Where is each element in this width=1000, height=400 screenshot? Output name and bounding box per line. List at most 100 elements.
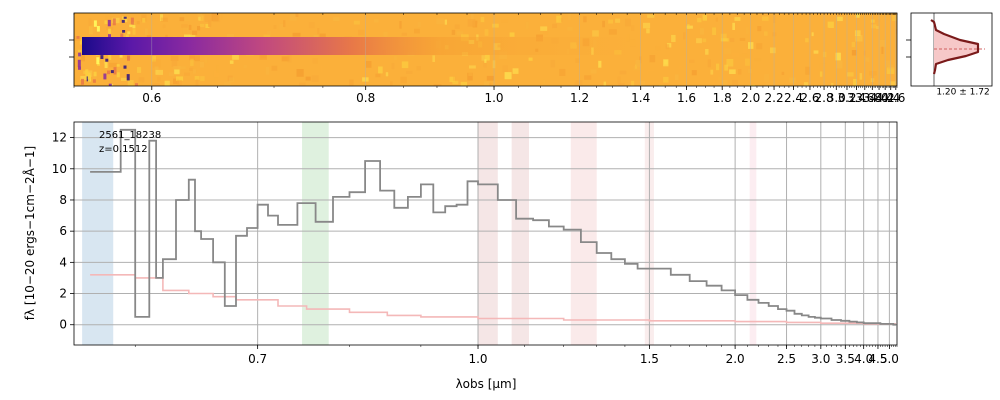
spectrum-2d-noise-cell <box>265 67 270 75</box>
spectrum-2d-noise-cell <box>494 30 497 35</box>
spectrum-2d-noise-cell <box>624 81 628 86</box>
spectrum-2d-noise-cell <box>895 29 897 35</box>
spectrum-2d-edge-cell <box>119 54 123 58</box>
spectrum-2d-noise-cell <box>486 75 494 81</box>
spectrum-2d-noise-cell <box>608 19 613 24</box>
spectrum-2d-noise-cell <box>170 55 179 61</box>
spectrum-2d-edge-cell <box>121 19 125 23</box>
spectrum-2d-edge-cell <box>130 17 134 25</box>
spectrum-2d-noise-cell <box>892 15 897 21</box>
spectrum-2d-noise-cell <box>639 56 642 64</box>
spectrum-2d-noise-cell <box>390 81 393 86</box>
spectrum-2d-noise-cell <box>74 48 79 52</box>
spectrum-2d-noise-cell <box>164 80 170 86</box>
spectrum-2d-edge-cell <box>108 33 111 38</box>
spectrum-2d-x-tick-label: 3.2 <box>837 91 856 105</box>
spectrum-2d-noise-cell <box>456 31 464 36</box>
spectrum-2d-edge-cell <box>116 64 120 67</box>
spectrum-2d-noise-cell <box>726 59 734 67</box>
spectrum-2d-noise-cell <box>732 52 740 57</box>
spectrum-2d-noise-cell <box>88 18 92 26</box>
spectrum-2d-noise-cell <box>163 28 171 35</box>
spectrum-2d-noise-cell <box>575 58 580 63</box>
spectrum-2d-noise-cell <box>295 13 299 17</box>
spectrum-2d-noise-cell <box>90 25 95 33</box>
spectrum-2d-edge-cell <box>77 59 81 68</box>
spectrum-2d-noise-cell <box>640 80 645 86</box>
spectrum-2d-noise-cell <box>394 55 397 61</box>
spectrum-1d-x-tick-label: 1.5 <box>640 352 659 366</box>
redshift-label: z=0.1512 <box>99 144 148 155</box>
spectrum-2d-noise-cell <box>483 62 487 68</box>
spectrum-2d-noise-cell <box>587 19 592 23</box>
spectrum-2d-noise-cell <box>756 43 763 50</box>
spectrum-2d-noise <box>74 13 897 86</box>
spectrum-2d-noise-cell <box>359 84 367 86</box>
spectrum-2d-noise-cell <box>399 21 402 29</box>
spectrum-2d-x-ticks: 0.6 0.8 1.0 1.2 1.4 1.6 1.8 2.0 2.2 2.42.62.83.03… <box>73 13 905 105</box>
spectrum-2d-noise-cell <box>391 62 395 70</box>
y-axis-label: fλ [10−20 ergs−1cm−2Å−1] <box>22 146 37 320</box>
spectrum-2d-noise-cell <box>827 21 834 28</box>
spectrum-2d-noise-cell <box>739 37 746 41</box>
spectrum-2d-noise-cell <box>696 38 702 44</box>
spectrum-2d-noise-cell <box>568 13 572 20</box>
error-spectrum-line <box>90 274 897 325</box>
spectrum-2d-noise-cell <box>822 51 827 58</box>
spectrum-2d-noise-cell <box>200 61 205 68</box>
emission-line-band <box>511 122 529 345</box>
spectrum-2d-noise-cell <box>747 69 753 74</box>
spectrum-2d-noise-cell <box>184 13 191 22</box>
spectrum-2d-noise-cell <box>279 23 285 31</box>
spectrum-1d-y-tick-label: 4 <box>59 255 67 269</box>
spectrum-1d-y-tick-label: 10 <box>52 162 67 176</box>
spectrum-2d-noise-cell <box>871 75 874 83</box>
spectrum-2d-noise-cell <box>855 35 863 42</box>
spectrum-2d-noise-cell <box>200 23 205 28</box>
spectrum-2d-x-tick-label: 0.6 <box>142 91 161 105</box>
spectrum-2d-noise-cell <box>138 77 145 83</box>
spectrum-2d-noise-cell <box>173 78 179 85</box>
spectrum-2d-noise-cell <box>160 17 168 22</box>
spectrum-2d-noise-cell <box>208 20 212 27</box>
spectrum-2d-noise-cell <box>89 26 93 35</box>
spectrum-2d-noise-cell <box>374 19 379 23</box>
spectrum-2d-noise-cell <box>687 24 690 29</box>
spectrum-1d-x-tick-label: 3.5 <box>836 352 855 366</box>
spectrum-2d-noise-cell <box>444 19 447 25</box>
spectrum-2d-noise-cell <box>168 72 174 76</box>
spectrum-2d-noise-cell <box>635 64 638 69</box>
spectrum-2d-noise-cell <box>188 24 192 30</box>
spectrum-2d-noise-cell <box>375 73 381 78</box>
spectrum-2d-noise-cell <box>139 80 143 86</box>
spectrum-2d-noise-cell <box>453 76 456 82</box>
spectrum-1d-x-tick-label: 2.5 <box>777 352 796 366</box>
spectrum-2d-noise-cell <box>417 22 422 28</box>
spectrum-1d-x-tick-label: 0.7 <box>248 352 267 366</box>
spectrum-2d-noise-cell <box>590 69 597 74</box>
spectrum-2d-noise-cell <box>764 74 770 82</box>
spectrum-2d-noise-cell <box>296 69 304 77</box>
spectrum-2d-noise-cell <box>683 32 686 40</box>
spectrum-1d-x-tick-label: 3.0 <box>811 352 830 366</box>
profile-panel: 1.20 ± 1.72 <box>906 12 993 98</box>
spectrum-2d-noise-cell <box>414 28 420 34</box>
spectrum-2d-noise-cell <box>853 78 857 86</box>
spectrum-2d-noise-cell <box>742 48 748 54</box>
spectrum-2d-noise-cell <box>467 72 473 81</box>
spectrum-2d-noise-cell <box>192 69 197 74</box>
spectrum-2d-noise-cell <box>647 14 655 18</box>
spectrum-2d-noise-cell <box>194 55 200 62</box>
spectrum-2d-noise-cell <box>157 76 161 82</box>
spectrum-2d-noise-cell <box>635 60 641 67</box>
spectrum-2d-noise-cell <box>349 79 354 86</box>
spectrum-2d-noise-cell <box>592 30 599 37</box>
spectrum-2d-noise-cell <box>675 74 679 80</box>
spectrum-2d-x-tick-label: 4.4 <box>881 91 900 105</box>
spectrum-2d-edge-cell <box>108 28 112 35</box>
spectrum-2d-noise-cell <box>83 70 87 75</box>
spectrum-2d-noise-cell <box>77 84 83 86</box>
spectrum-2d-edge-cell <box>108 83 112 86</box>
spectrum-2d-noise-cell <box>835 60 843 69</box>
